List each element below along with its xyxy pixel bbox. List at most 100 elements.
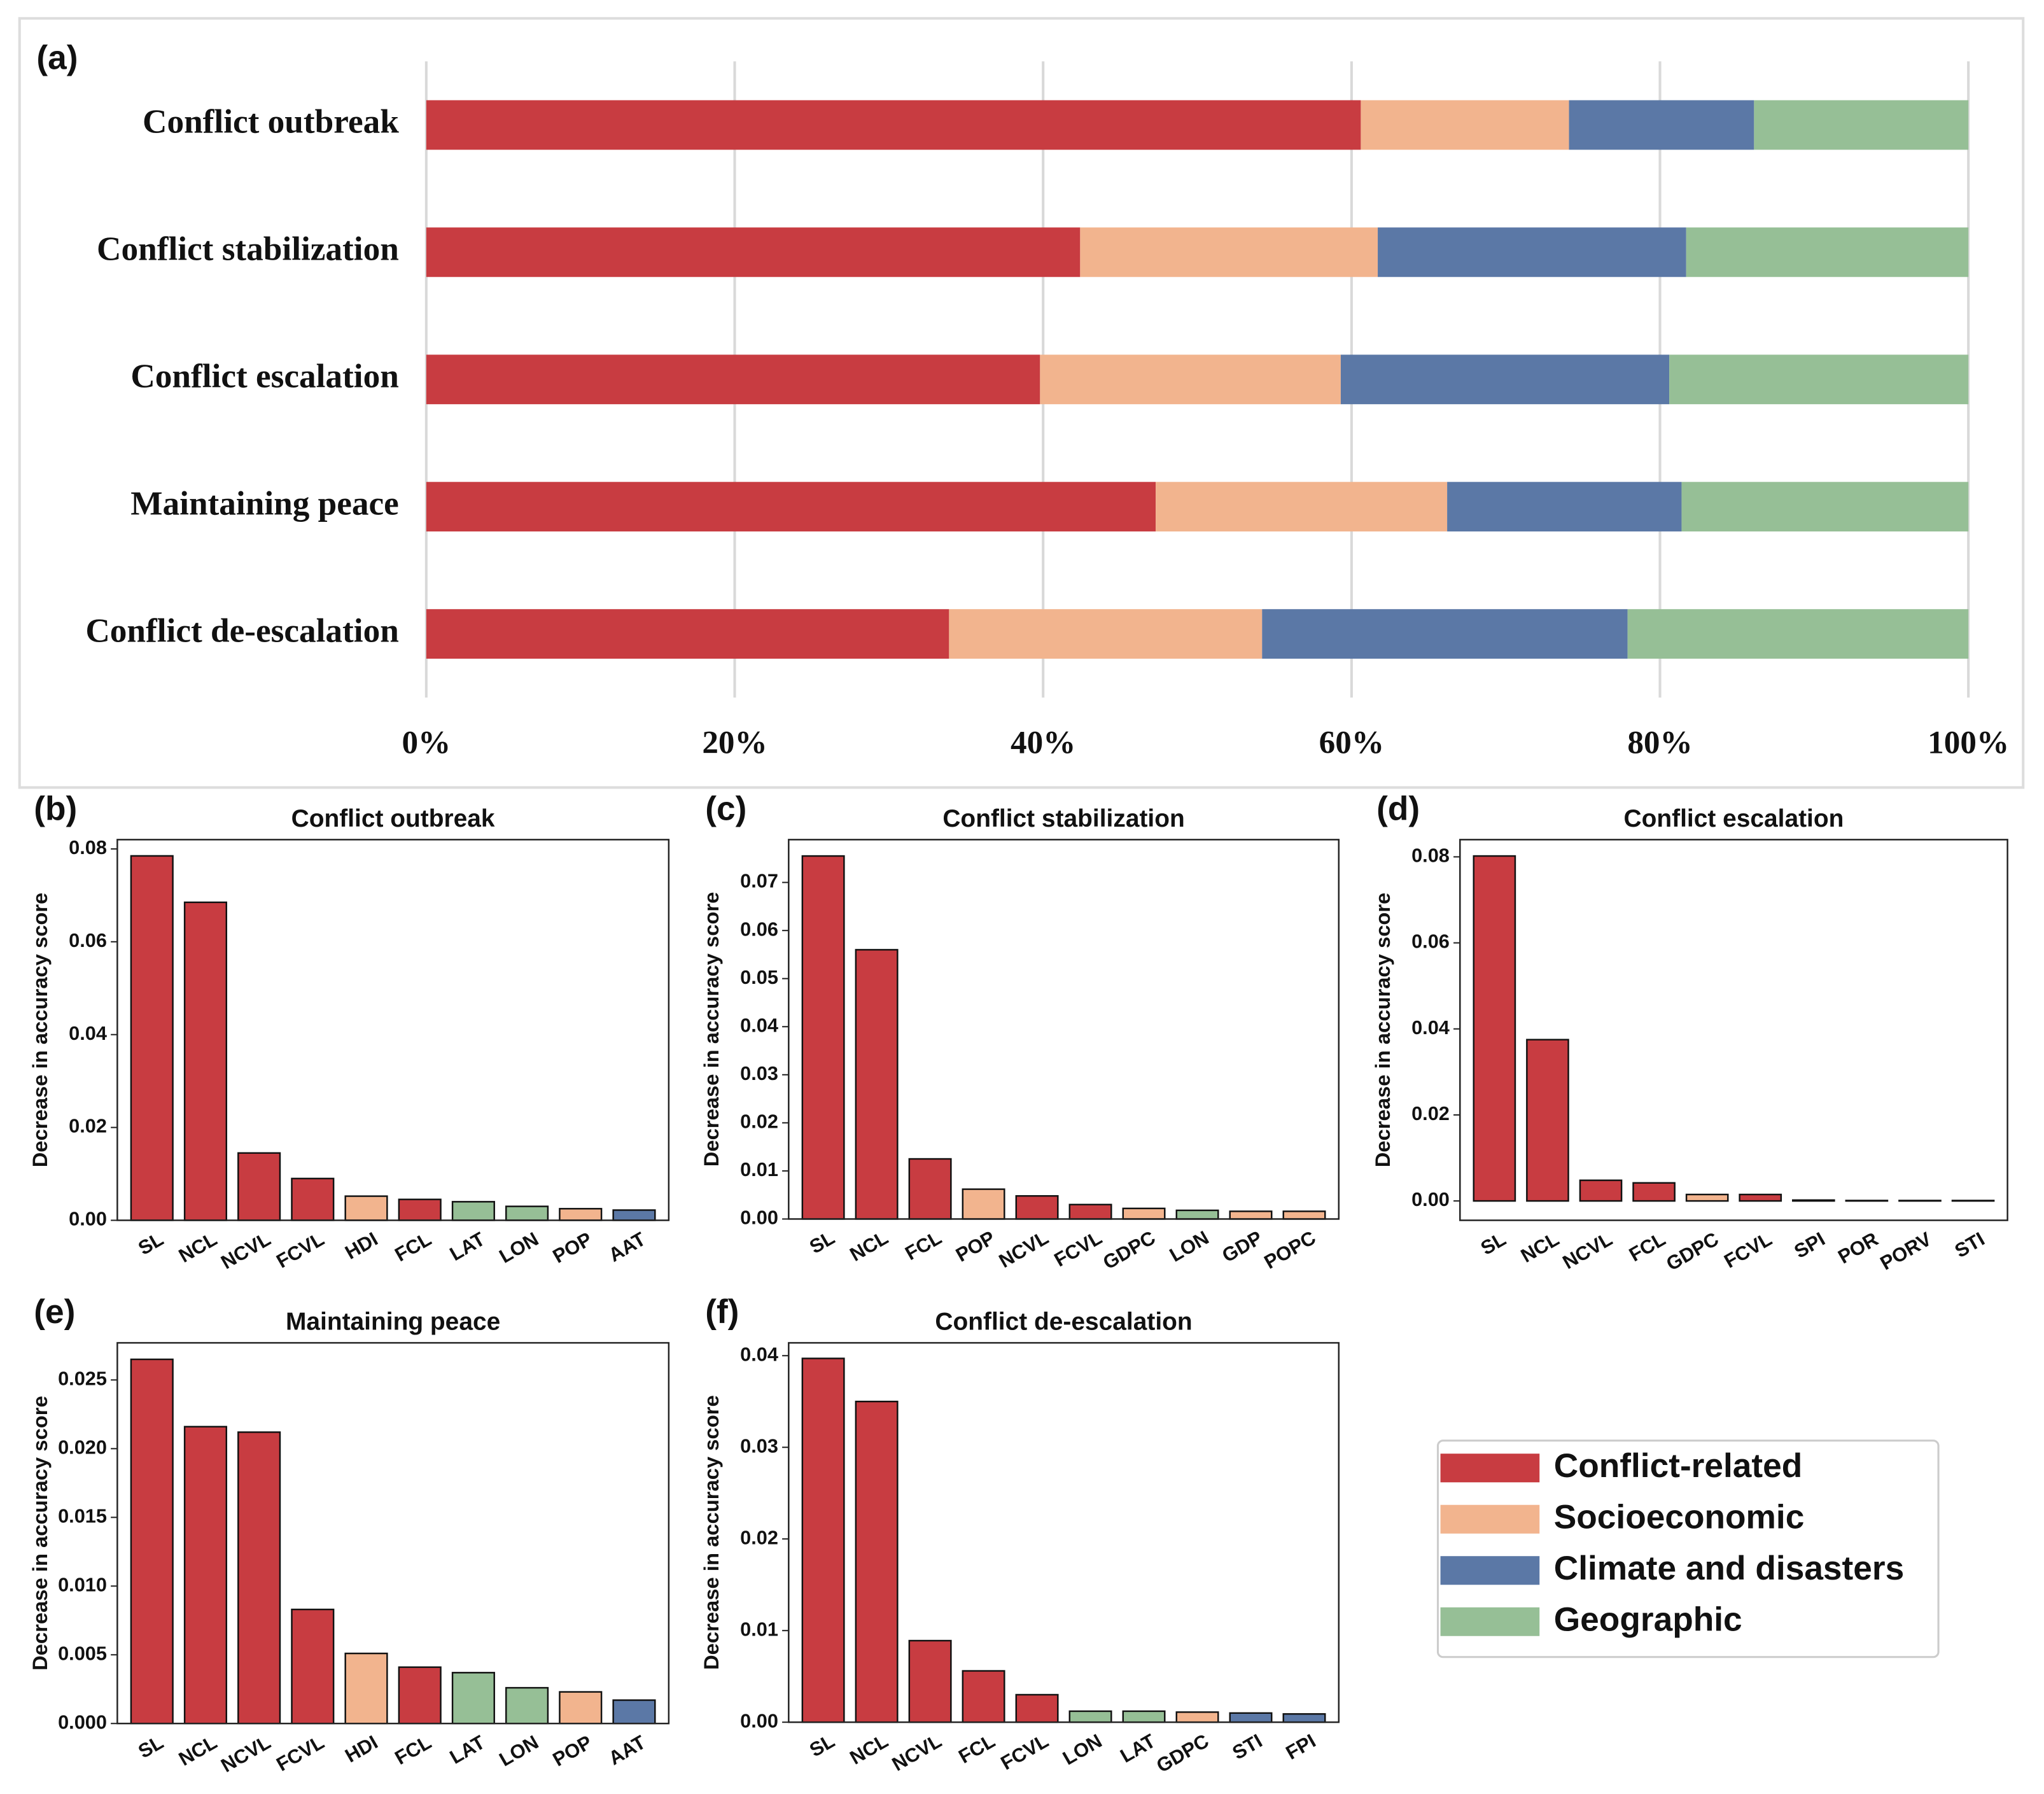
- x-tick-label: STI: [1229, 1730, 1266, 1764]
- x-tick-label: SL: [1477, 1228, 1510, 1259]
- y-tick-label: 0.05: [740, 966, 778, 988]
- x-tick-label: POP: [952, 1226, 999, 1266]
- panel-label: (c): [705, 790, 746, 827]
- chart-title: Conflict escalation: [1624, 805, 1844, 832]
- y-tick-label: 0.02: [69, 1115, 107, 1137]
- legend-swatch: [1440, 1556, 1540, 1585]
- bar: [1122, 1710, 1166, 1723]
- legend-swatch: [1440, 1607, 1540, 1636]
- bar: [559, 1208, 603, 1221]
- x-tick-label: STI: [1951, 1228, 1989, 1262]
- y-tick-label: 0.06: [740, 918, 778, 940]
- bar: [1282, 1210, 1326, 1220]
- panel-label: (e): [34, 1293, 75, 1331]
- legend-label: Climate and disasters: [1554, 1550, 1904, 1587]
- x-tick-label: GDPC: [1152, 1730, 1212, 1777]
- y-axis-label: Decrease in accuracy score: [28, 1396, 52, 1671]
- x-tick-label: 20%: [702, 725, 767, 761]
- y-tick-label: Conflict outbreak: [143, 103, 399, 141]
- y-tick-label: 0.00: [69, 1208, 107, 1230]
- legend-swatch: [1440, 1454, 1540, 1483]
- x-tick-label: GDPC: [1099, 1226, 1159, 1274]
- bar-segment: [1080, 227, 1378, 277]
- x-tick-label: LON: [495, 1228, 542, 1268]
- panel-label: (f): [705, 1293, 739, 1331]
- x-tick-label: POP: [549, 1731, 596, 1771]
- x-tick-label: PORV: [1877, 1228, 1936, 1275]
- y-tick-label: 0.005: [58, 1642, 107, 1664]
- bar-segment: [1156, 482, 1448, 532]
- bar-segment: [1262, 609, 1628, 659]
- bar: [1175, 1711, 1219, 1723]
- x-tick-label: 100%: [1928, 725, 2009, 761]
- x-tick-label: POP: [549, 1228, 596, 1268]
- bar: [505, 1205, 549, 1221]
- chart-title: Conflict outbreak: [291, 805, 495, 832]
- bar: [855, 1400, 899, 1723]
- x-tick-label: HDI: [341, 1731, 381, 1767]
- x-tick-label: FCL: [1625, 1228, 1669, 1266]
- bar: [505, 1686, 549, 1725]
- panel-frame: [18, 17, 2025, 789]
- y-tick-label: 0.02: [1411, 1102, 1450, 1125]
- bar: [1282, 1713, 1326, 1723]
- bar: [801, 1357, 845, 1723]
- y-tick-label: 0.07: [740, 870, 778, 892]
- bar-segment: [1378, 227, 1686, 277]
- bar: [612, 1699, 656, 1725]
- bar: [1122, 1207, 1166, 1220]
- x-tick-label: FCVL: [272, 1228, 328, 1272]
- y-tick-label: Conflict de-escalation: [85, 612, 399, 649]
- panel-label: (d): [1376, 790, 1420, 827]
- bar-segment: [1686, 227, 1969, 277]
- bar: [801, 855, 845, 1220]
- x-tick-label: 80%: [1627, 725, 1692, 761]
- bar: [451, 1672, 495, 1725]
- bar: [183, 901, 228, 1221]
- y-tick-label: 0.04: [740, 1343, 778, 1365]
- y-tick-label: 0.04: [740, 1014, 778, 1036]
- bar-segment: [949, 609, 1263, 659]
- x-tick-label: HDI: [341, 1228, 381, 1264]
- bar-segment: [426, 227, 1081, 277]
- bar-segment: [1361, 100, 1569, 150]
- bar: [1015, 1195, 1059, 1220]
- bar: [183, 1426, 228, 1725]
- x-tick-label: LON: [1059, 1730, 1106, 1770]
- y-axis-label: Decrease in accuracy score: [1371, 893, 1394, 1168]
- bar: [130, 855, 174, 1221]
- x-tick-label: NCL: [175, 1228, 221, 1267]
- bar: [962, 1670, 1005, 1723]
- x-tick-label: NCL: [1517, 1228, 1563, 1267]
- x-tick-label: 60%: [1319, 725, 1384, 761]
- x-tick-label: FCL: [955, 1730, 998, 1768]
- x-tick-label: FCL: [391, 1731, 435, 1769]
- x-tick-label: SPI: [1790, 1228, 1828, 1263]
- plot-frame: [788, 839, 1340, 1220]
- y-tick-label: Maintaining peace: [130, 484, 399, 522]
- legend-swatch: [1440, 1504, 1540, 1534]
- y-tick-label: 0.010: [58, 1573, 107, 1595]
- bar-segment: [1681, 482, 1969, 532]
- x-tick-label: FCL: [901, 1226, 945, 1265]
- bar-segment: [426, 482, 1156, 532]
- bar: [344, 1652, 388, 1725]
- y-tick-label: 0.00: [740, 1709, 778, 1732]
- bar: [130, 1358, 174, 1725]
- bar: [1579, 1179, 1623, 1202]
- plot-frame: [116, 1342, 670, 1725]
- x-tick-label: AAT: [605, 1228, 649, 1266]
- x-tick-label: NCVL: [995, 1226, 1053, 1272]
- x-tick-label: NCL: [175, 1731, 221, 1770]
- y-axis-label: Decrease in accuracy score: [699, 892, 723, 1167]
- legend-label: Geographic: [1554, 1601, 1742, 1638]
- bar: [1068, 1203, 1112, 1220]
- y-tick-label: 0.03: [740, 1434, 778, 1457]
- y-tick-label: 0.015: [58, 1504, 107, 1527]
- y-tick-label: 0.08: [69, 836, 107, 858]
- bar: [344, 1195, 388, 1221]
- x-tick-label: FPI: [1282, 1730, 1320, 1764]
- x-tick-label: FCVL: [1051, 1226, 1106, 1271]
- y-tick-label: 0.02: [740, 1526, 778, 1548]
